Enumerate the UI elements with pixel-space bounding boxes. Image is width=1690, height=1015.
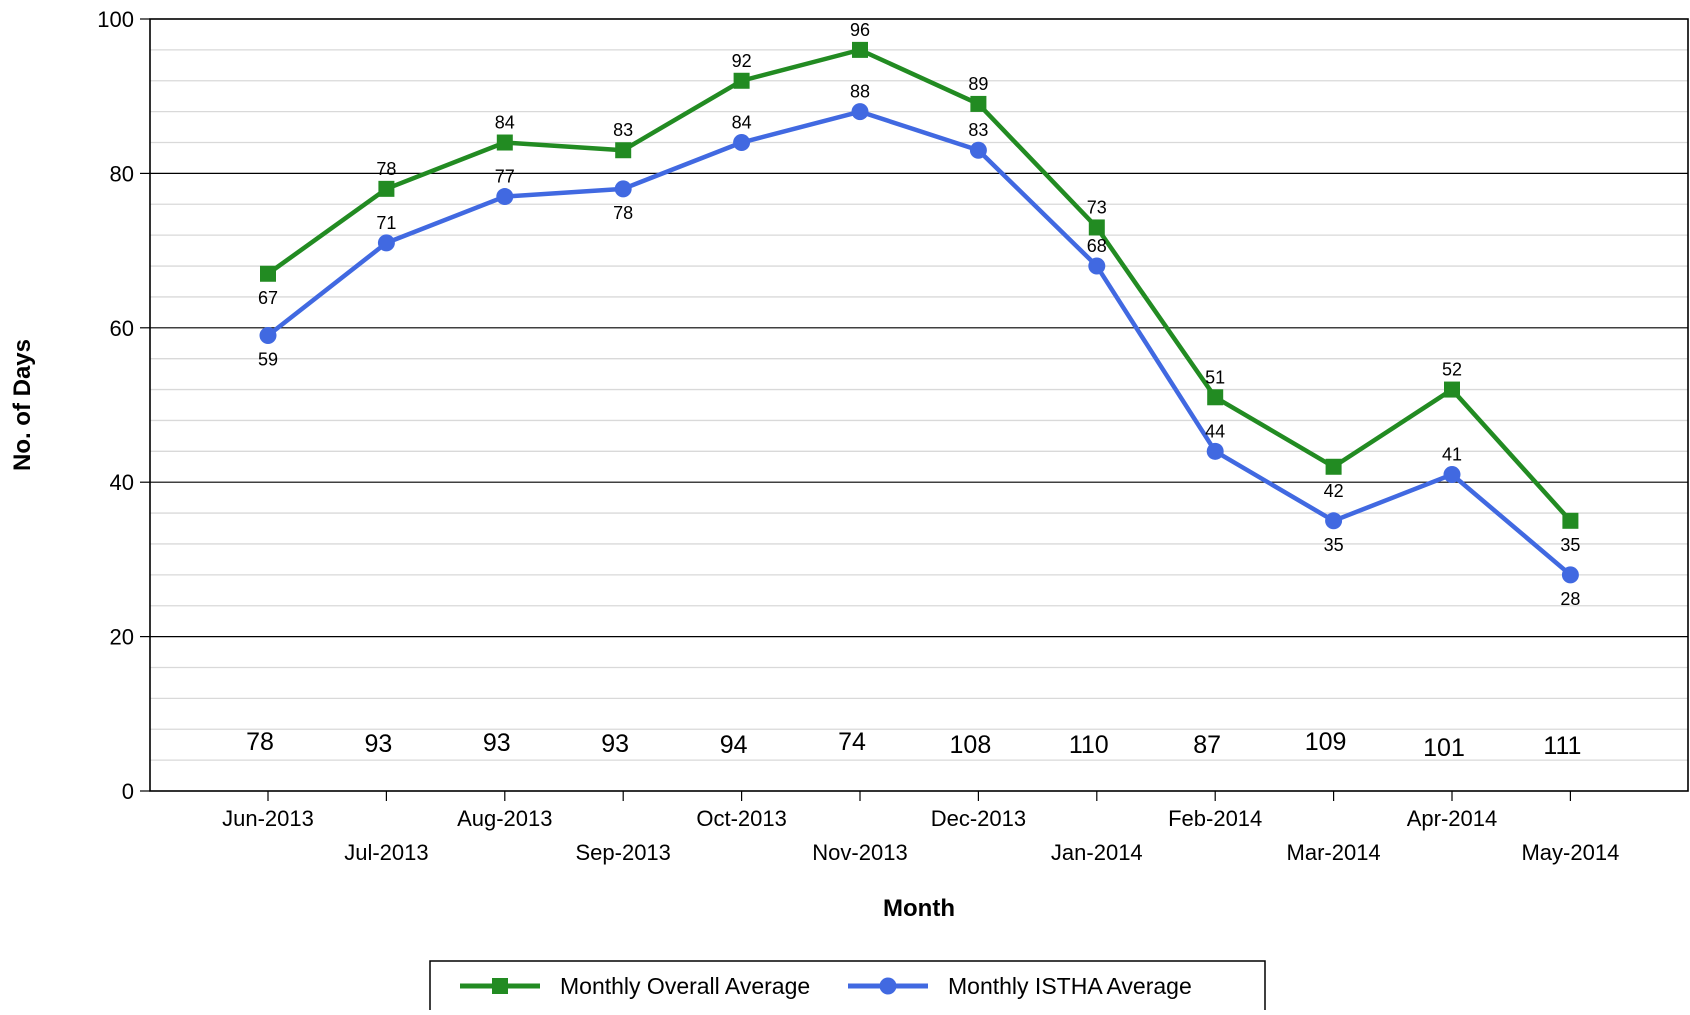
data-point-square bbox=[260, 265, 276, 282]
y-tick-label: 60 bbox=[110, 316, 134, 341]
count-label: 74 bbox=[838, 728, 866, 756]
data-point-square bbox=[378, 180, 395, 197]
x-tick-label: May-2014 bbox=[1521, 840, 1619, 865]
x-tick-label: Jan-2014 bbox=[1051, 840, 1143, 865]
x-axis-title: Month bbox=[883, 895, 955, 922]
count-label: 111 bbox=[1543, 732, 1581, 760]
data-label-overall: 89 bbox=[968, 74, 988, 94]
legend: Monthly Overall Average Monthly ISTHA Ave… bbox=[429, 960, 1266, 1015]
data-point-square bbox=[733, 72, 750, 89]
data-label-istha: 84 bbox=[732, 113, 752, 133]
legend-box bbox=[429, 960, 1266, 1015]
data-label-istha: 41 bbox=[1442, 444, 1462, 464]
gridlines bbox=[150, 49, 1688, 761]
legend-label: Monthly ISTHA Average bbox=[948, 973, 1192, 999]
data-point-circle bbox=[1443, 465, 1461, 483]
data-label-istha: 88 bbox=[850, 82, 870, 102]
data-point-square bbox=[615, 142, 632, 159]
data-label-istha: 68 bbox=[1087, 236, 1107, 256]
data-point-circle bbox=[1325, 512, 1343, 530]
x-tick-label: Dec-2013 bbox=[931, 806, 1026, 831]
count-label: 101 bbox=[1423, 734, 1465, 762]
y-axis-title: No. of Days bbox=[9, 339, 36, 471]
series-line bbox=[266, 47, 1573, 523]
data-label-overall: 84 bbox=[495, 113, 515, 133]
count-label: 108 bbox=[950, 731, 992, 759]
count-label: 78 bbox=[246, 728, 274, 756]
data-label-overall: 51 bbox=[1205, 367, 1225, 387]
data-label-overall: 67 bbox=[258, 288, 278, 308]
data-point-square bbox=[496, 134, 513, 151]
x-tick-label: Sep-2013 bbox=[575, 840, 670, 865]
x-tick-label: Feb-2014 bbox=[1168, 806, 1262, 831]
legend-items: Monthly Overall Average Monthly ISTHA Ave… bbox=[460, 973, 1192, 999]
data-point-circle bbox=[1561, 566, 1579, 584]
data-point-circle bbox=[1206, 442, 1224, 460]
data-point-circle bbox=[496, 188, 514, 206]
legend-marker-circle bbox=[879, 977, 897, 995]
data-point-square bbox=[1207, 389, 1224, 406]
count-label: 93 bbox=[483, 729, 511, 757]
y-tick-label: 0 bbox=[122, 779, 134, 804]
data-label-overall: 96 bbox=[850, 20, 870, 40]
legend-label: Monthly Overall Average bbox=[560, 973, 810, 999]
data-point-circle bbox=[733, 134, 751, 152]
y-tick-label: 20 bbox=[110, 625, 134, 650]
data-label-overall: 83 bbox=[613, 120, 633, 140]
data-label-istha: 71 bbox=[376, 213, 396, 233]
data-label-istha: 44 bbox=[1205, 421, 1225, 441]
data-point-circle bbox=[969, 141, 987, 159]
data-label-istha: 59 bbox=[258, 350, 278, 370]
plot-frame bbox=[149, 18, 1689, 792]
series-line bbox=[266, 109, 1572, 577]
data-label-overall: 92 bbox=[732, 51, 752, 71]
data-label-overall: 73 bbox=[1087, 197, 1107, 217]
data-point-circle bbox=[377, 234, 395, 252]
y-tick-label: 80 bbox=[110, 161, 134, 186]
data-label-overall: 42 bbox=[1324, 481, 1344, 501]
axes: 0 20 40 60 80 100 Jun-2013 Jul-2013 Aug-2013 Sep-… bbox=[97, 7, 1689, 865]
data-point-square bbox=[1325, 458, 1342, 475]
x-tick-label: Apr-2014 bbox=[1407, 806, 1498, 831]
x-tick-label: Aug-2013 bbox=[457, 806, 552, 831]
data-point-square bbox=[970, 95, 987, 112]
series bbox=[259, 41, 1579, 584]
x-tick-label: Jul-2013 bbox=[344, 840, 428, 865]
count-label: 93 bbox=[364, 730, 392, 758]
data-point-square bbox=[852, 41, 868, 58]
data-point-circle bbox=[851, 103, 869, 121]
legend-marker-square bbox=[492, 978, 508, 994]
x-tick-label: Nov-2013 bbox=[812, 840, 907, 865]
data-point-circle bbox=[614, 180, 632, 198]
data-label-istha: 83 bbox=[968, 120, 988, 140]
y-tick-label: 40 bbox=[110, 470, 134, 495]
count-label: 87 bbox=[1193, 731, 1221, 759]
x-tick-label: Jun-2013 bbox=[222, 806, 314, 831]
data-point-circle bbox=[259, 327, 277, 345]
data-label-istha: 77 bbox=[495, 167, 515, 187]
x-tick-label: Mar-2014 bbox=[1287, 840, 1381, 865]
data-label-istha: 35 bbox=[1324, 535, 1344, 555]
count-label: 94 bbox=[720, 731, 748, 759]
data-point-circle bbox=[1088, 257, 1106, 275]
data-label-istha: 28 bbox=[1560, 589, 1580, 609]
data-label-overall: 52 bbox=[1442, 360, 1462, 380]
data-point-square bbox=[1444, 381, 1460, 398]
data-point-square bbox=[1562, 512, 1579, 529]
count-labels: 78 93 93 93 94 74 108 110 87 109 101 111 bbox=[246, 728, 1581, 762]
data-labels: 67 78 84 83 92 96 89 73 51 42 52 35 59 71 77 78 84 88 83 68… bbox=[258, 20, 1580, 609]
count-label: 109 bbox=[1305, 728, 1347, 756]
data-label-overall: 35 bbox=[1560, 535, 1580, 555]
data-label-istha: 78 bbox=[613, 203, 633, 223]
count-label: 93 bbox=[601, 730, 629, 758]
data-label-overall: 78 bbox=[376, 159, 396, 179]
y-tick-label: 100 bbox=[97, 7, 134, 32]
data-point-square bbox=[1088, 219, 1105, 236]
count-label: 110 bbox=[1069, 731, 1109, 759]
x-tick-label: Oct-2013 bbox=[696, 806, 787, 831]
